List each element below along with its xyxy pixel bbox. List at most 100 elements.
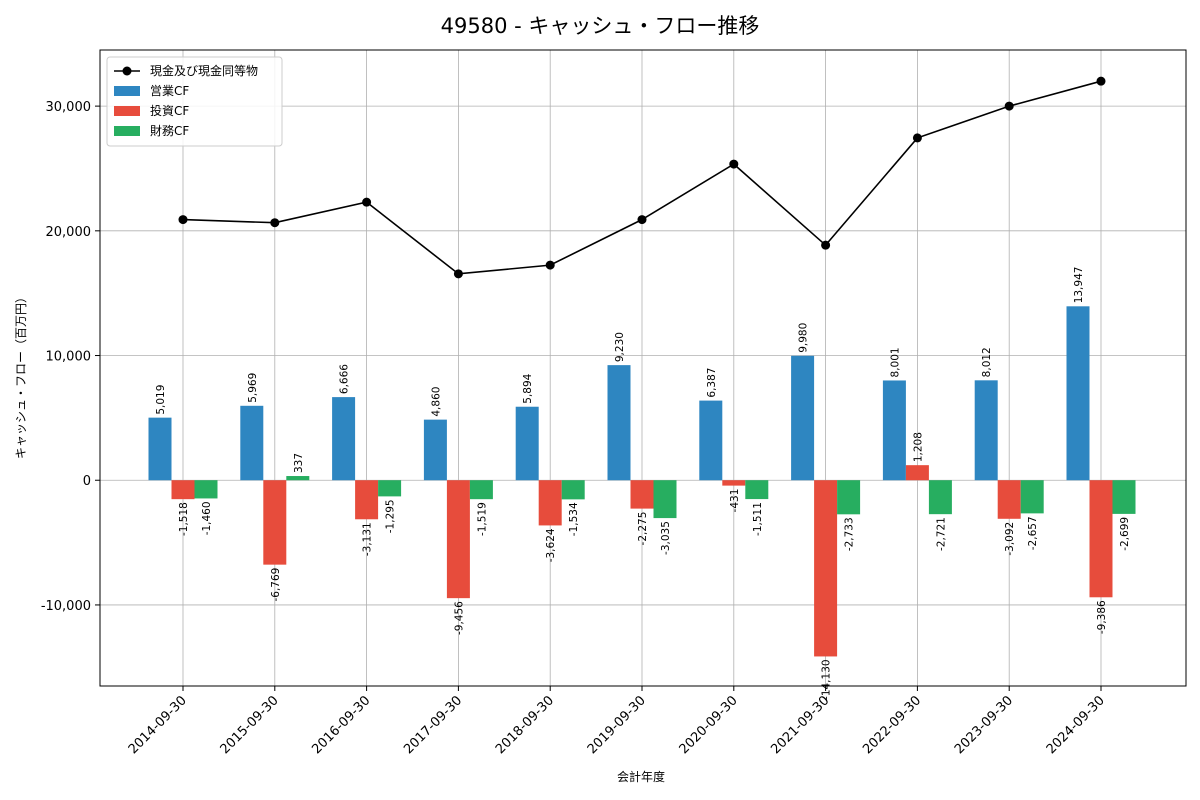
cash-line: [178, 76, 1106, 279]
x-tick-label: 2014-09-30: [126, 693, 190, 757]
cash-line-point: [729, 159, 739, 169]
bar-value-label: -1,534: [568, 502, 580, 536]
cash-line-point: [270, 218, 280, 228]
x-tick-label: 2022-09-30: [860, 693, 924, 757]
bar-財務CF: [469, 480, 493, 500]
legend-label: 財務CF: [150, 123, 189, 138]
bar-営業CF: [423, 419, 447, 481]
bar-財務CF: [561, 480, 585, 500]
bar-value-label: -2,699: [1119, 517, 1131, 551]
legend-label: 投資CF: [150, 103, 189, 118]
x-tick-label: 2016-09-30: [309, 693, 373, 757]
x-tick-label: 2020-09-30: [677, 693, 741, 757]
bar-value-label: 6,666: [339, 364, 351, 394]
bar-value-label: -1,511: [752, 502, 764, 536]
bar-投資CF: [538, 480, 562, 526]
bar-value-label: 5,894: [522, 373, 534, 403]
x-tick-label: 2018-09-30: [493, 693, 557, 757]
bar-投資CF: [1089, 480, 1113, 598]
bar-value-label: -431: [729, 489, 741, 513]
x-tick-label: 2015-09-30: [218, 693, 282, 757]
x-tick-label: 2017-09-30: [401, 693, 465, 757]
bar-営業CF: [515, 406, 539, 481]
x-tick-label: 2023-09-30: [952, 693, 1016, 757]
x-axis-title: 会計年度: [617, 769, 665, 784]
bar-財務CF: [378, 480, 402, 497]
bar-value-label: 9,230: [614, 332, 626, 362]
bar-投資CF: [814, 480, 838, 657]
bar-営業CF: [974, 380, 998, 481]
bar-営業CF: [148, 417, 172, 481]
x-tick-label: 2021-09-30: [768, 693, 832, 757]
cash-line-point: [1004, 101, 1014, 111]
legend-swatch: [114, 86, 140, 96]
bar-value-label: 9,980: [798, 323, 810, 353]
legend-swatch: [114, 106, 140, 116]
legend-line-marker: [122, 66, 132, 76]
bar-value-label: 5,969: [247, 373, 259, 403]
bar-value-label: -3,624: [545, 528, 557, 562]
bar-value-label: -3,092: [1004, 522, 1016, 556]
bar-value-label: 337: [293, 453, 305, 473]
y-tick-label: 10,000: [46, 350, 92, 365]
bar-投資CF: [355, 480, 379, 520]
bar-財務CF: [1112, 480, 1136, 514]
bar-投資CF: [630, 480, 654, 509]
bar-財務CF: [1020, 480, 1044, 514]
bar-投資CF: [905, 465, 929, 481]
y-tick-label: 30,000: [46, 100, 92, 115]
bar-value-label: -3,131: [362, 522, 374, 556]
bar-value-label: -3,035: [660, 521, 672, 555]
cash-line-point: [178, 215, 188, 225]
y-axis-title: キャッシュ・フロー（百万円）: [14, 291, 28, 459]
x-tick-label: 2024-09-30: [1044, 693, 1108, 757]
bar-投資CF: [722, 480, 746, 486]
bar-投資CF: [997, 480, 1021, 519]
bar-value-label: 1,208: [912, 432, 924, 462]
bar-value-label: 8,012: [981, 347, 993, 377]
bar-投資CF: [171, 480, 195, 500]
x-axis: 2014-09-30 2015-09-30 2016-09-30 2017-09-30…: [126, 686, 1108, 757]
cash-line-point: [545, 260, 555, 270]
bars: [148, 306, 1136, 657]
legend-box: [106, 56, 283, 147]
bar-財務CF: [194, 480, 218, 499]
bar-value-label: -2,721: [935, 517, 947, 551]
bar-財務CF: [745, 480, 769, 500]
bar-value-label: -1,295: [385, 499, 397, 533]
bar-value-label: -6,769: [270, 568, 282, 602]
bar-投資CF: [263, 480, 287, 565]
bar-財務CF: [928, 480, 952, 515]
chart-title: 49580 - キャッシュ・フロー推移: [441, 14, 760, 38]
bar-営業CF: [882, 380, 906, 481]
bar-value-label: -1,518: [178, 502, 190, 536]
bar-value-label: 4,860: [430, 387, 442, 417]
bar-value-label: -1,519: [476, 502, 488, 536]
bar-value-label: 5,019: [155, 385, 167, 415]
bar-value-label: -9,386: [1096, 600, 1108, 634]
bar-営業CF: [791, 355, 815, 481]
bar-営業CF: [240, 405, 264, 481]
legend-label: 営業CF: [150, 84, 189, 98]
cash-line-point: [453, 269, 463, 279]
bar-value-label: -2,733: [844, 517, 856, 551]
bar-value-label: -2,657: [1027, 516, 1039, 550]
bar-value-label: -1,460: [201, 501, 213, 535]
bar-営業CF: [699, 400, 723, 481]
legend-label: 現金及び現金同等物: [150, 63, 258, 78]
bar-value-label: 6,387: [706, 368, 718, 398]
bar-value-label: -14,130: [821, 659, 833, 700]
cash-line-point: [821, 240, 831, 250]
y-tick-label: -10,000: [41, 599, 91, 614]
bar-営業CF: [1066, 306, 1090, 481]
bar-value-label: -9,456: [453, 601, 465, 635]
bar-value-label: 13,947: [1073, 267, 1085, 304]
bar-財務CF: [837, 480, 861, 515]
y-tick-label: 0: [83, 474, 91, 489]
bar-営業CF: [332, 397, 356, 481]
cash-line-point: [912, 133, 922, 143]
bar-labels: 5,019 5,969 6,666 4,860 5,894 9,230 6,387 9,980…: [155, 267, 1131, 700]
bar-財務CF: [653, 480, 677, 519]
